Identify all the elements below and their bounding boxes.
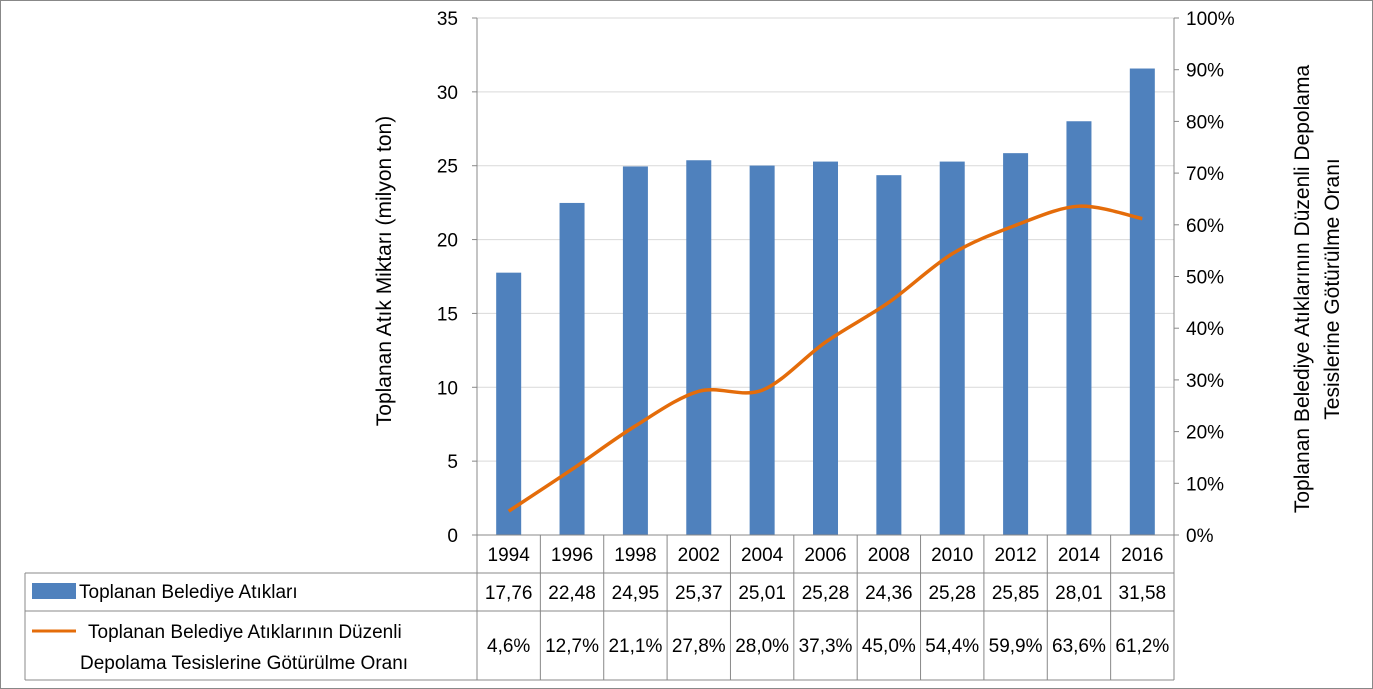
left-tick-label: 25 <box>437 157 458 178</box>
category-label: 2016 <box>1121 545 1163 566</box>
category-label: 2014 <box>1058 545 1101 566</box>
left-tick-label: 35 <box>437 9 458 30</box>
line-value-label: 59,9% <box>989 636 1043 657</box>
bar-2012 <box>1003 153 1029 535</box>
legend-label-line-2: Depolama Tesislerine Götürülme Oranı <box>80 653 408 674</box>
right-tick-label: 60% <box>1186 216 1224 237</box>
bar-series <box>496 68 1155 536</box>
line-value-label: 4,6% <box>487 636 530 657</box>
bar-value-label: 17,76 <box>485 583 533 604</box>
bar-2002 <box>686 160 712 536</box>
bar-value-label: 25,01 <box>738 583 786 604</box>
line-value-label: 12,7% <box>545 636 599 657</box>
bar-1996 <box>559 202 585 535</box>
bar-2004 <box>749 165 775 535</box>
bar-1994 <box>496 272 522 535</box>
line-value-label: 63,6% <box>1052 636 1106 657</box>
category-label: 2004 <box>741 545 784 566</box>
bar-value-label: 25,85 <box>992 583 1040 604</box>
category-label: 1994 <box>488 545 531 566</box>
right-tick-label: 20% <box>1186 423 1224 444</box>
line-value-label: 45,0% <box>862 636 916 657</box>
right-tick-label: 70% <box>1186 164 1224 185</box>
left-tick-label: 0 <box>447 526 458 547</box>
bar-2008 <box>876 175 902 535</box>
right-tick-label: 30% <box>1186 371 1224 392</box>
right-tick-label: 50% <box>1186 268 1224 289</box>
left-tick-label: 10 <box>437 378 458 399</box>
category-label: 1998 <box>614 545 656 566</box>
bar-2014 <box>1066 121 1092 535</box>
category-label: 2008 <box>868 545 910 566</box>
category-label: 2012 <box>994 545 1036 566</box>
bar-value-label: 25,28 <box>928 583 976 604</box>
left-tick-label: 20 <box>437 231 458 252</box>
bar-value-label: 31,58 <box>1119 583 1167 604</box>
left-tick-label: 15 <box>437 304 458 325</box>
left-axis-ticks: 0 5 10 15 20 25 30 35 <box>437 9 477 547</box>
line-value-label: 61,2% <box>1115 636 1169 657</box>
right-tick-label: 80% <box>1186 112 1224 133</box>
line-value-label: 54,4% <box>925 636 979 657</box>
line-value-label: 21,1% <box>608 636 662 657</box>
bar-value-label: 25,28 <box>802 583 850 604</box>
category-label: 1996 <box>551 545 593 566</box>
category-label: 2002 <box>678 545 720 566</box>
legend-label-bar: Toplanan Belediye Atıkları <box>79 582 298 603</box>
left-tick-label: 30 <box>437 83 458 104</box>
right-tick-label: 90% <box>1186 61 1224 82</box>
right-tick-label: 0% <box>1186 526 1214 547</box>
left-tick-label: 5 <box>447 452 458 473</box>
line-series <box>507 204 1143 513</box>
line-path <box>507 204 1143 513</box>
bar-value-label: 25,37 <box>675 583 723 604</box>
right-axis-ticks: 0% 10% 20% 30% 40% 50% 60% 70% 80% 90% 100% <box>1174 9 1235 547</box>
bar-1998 <box>622 166 648 535</box>
category-label: 2010 <box>931 545 973 566</box>
line-value-label: 27,8% <box>672 636 726 657</box>
bar-2016 <box>1129 68 1155 536</box>
bar-2010 <box>939 161 965 535</box>
bar-value-label: 24,36 <box>865 583 913 604</box>
data-table: 1994 17,76 4,6% 1996 22,48 12,7% 1998 24,95 21,1… <box>24 534 1175 681</box>
left-axis-title: Toplanan Atık Miktarı (milyon ton) <box>373 116 396 426</box>
line-value-label: 37,3% <box>799 636 853 657</box>
right-axis-title-line-2: Tesislerine Götürülme Oranı <box>1321 158 1344 419</box>
category-label: 2006 <box>804 545 846 566</box>
line-value-label: 28,0% <box>735 636 789 657</box>
right-tick-label: 100% <box>1186 9 1235 30</box>
right-tick-label: 40% <box>1186 319 1224 340</box>
bar-value-label: 22,48 <box>548 583 596 604</box>
legend-label-line-1: Toplanan Belediye Atıklarının Düzenli <box>88 622 402 643</box>
bar-value-label: 28,01 <box>1055 583 1103 604</box>
right-tick-label: 10% <box>1186 474 1224 495</box>
legend-swatch-bar <box>32 583 76 599</box>
right-axis-title-line-1: Toplanan Belediye Atıklarının Düzenli De… <box>1291 65 1314 514</box>
bar-value-label: 24,95 <box>612 583 660 604</box>
